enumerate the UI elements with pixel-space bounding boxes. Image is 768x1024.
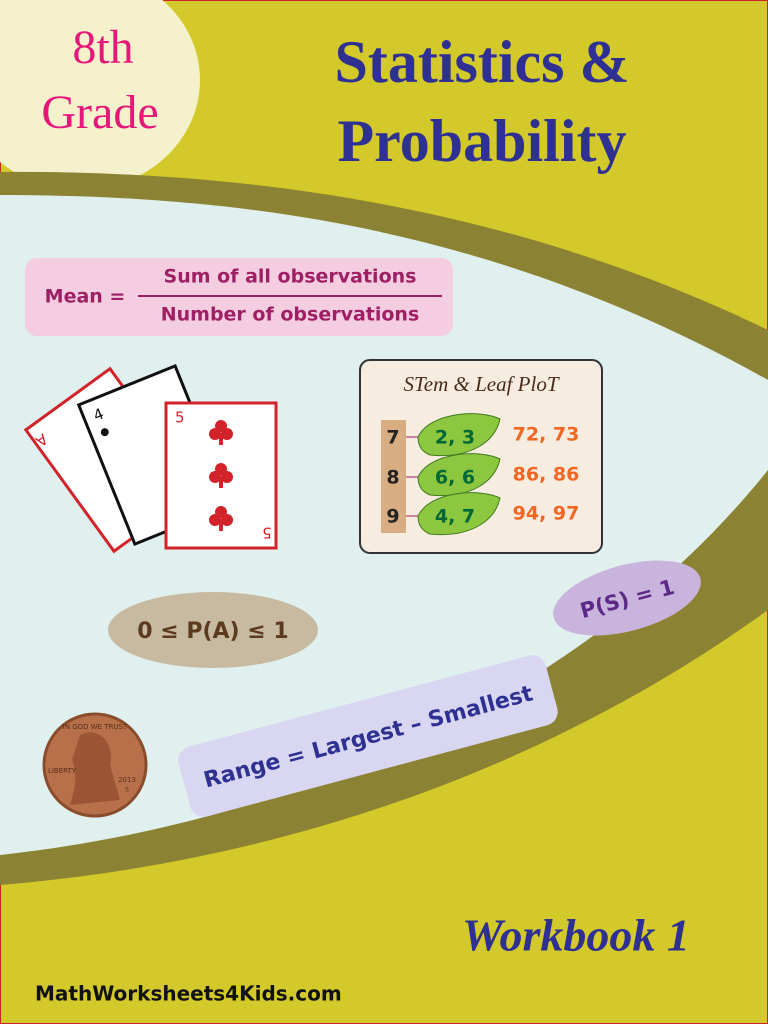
penny-mint: S xyxy=(125,787,129,794)
shape xyxy=(209,471,221,483)
probability-range: 0 ≤ P(A) ≤ 1 xyxy=(137,619,288,644)
club-icons xyxy=(209,420,233,531)
probability-bubble xyxy=(108,592,318,668)
sample-space-bubble: P(S) = 1 xyxy=(553,560,701,636)
website: MathWorksheets4Kids.com xyxy=(35,982,342,1006)
shape xyxy=(219,476,223,488)
numerator: Sum of all observations xyxy=(164,266,417,288)
penny-year: 2013 xyxy=(118,776,136,784)
leaves: 4, 7 xyxy=(435,506,475,528)
data-values: 72, 73 xyxy=(513,424,580,446)
club-icon xyxy=(100,428,109,437)
leaf xyxy=(417,492,501,536)
stem-leaf-title: STem & Leaf PloT xyxy=(404,372,560,396)
leaf xyxy=(417,413,501,457)
stem: 8 xyxy=(386,467,399,489)
mean-label: Mean = xyxy=(45,286,126,308)
grade-badge xyxy=(0,0,200,190)
shape xyxy=(221,428,233,440)
title-line: Statistics & xyxy=(335,29,630,95)
stem: 9 xyxy=(386,506,399,528)
leaf xyxy=(417,453,501,497)
leaves: 2, 3 xyxy=(435,427,475,449)
shape xyxy=(219,519,223,531)
denominator: Number of observations xyxy=(161,304,420,326)
bubble xyxy=(553,560,701,636)
bubble xyxy=(178,655,558,817)
penny-portrait xyxy=(70,732,120,805)
penny-motto: IN GOD WE TRUST xyxy=(63,723,128,731)
shape xyxy=(219,433,223,445)
grade-word: Grade xyxy=(41,86,158,139)
shape xyxy=(221,471,233,483)
grade-number: 8th xyxy=(72,21,133,74)
stem-leaf-rows: 7 2, 3 72, 73 8 6, 6 86, 86 9 4, 7 94, 97 xyxy=(386,413,580,536)
leaves: 6, 6 xyxy=(435,467,475,489)
card: 5 5 xyxy=(164,401,278,550)
data-values: 94, 97 xyxy=(513,503,580,525)
penny-liberty: LIBERTY xyxy=(48,767,77,775)
shape xyxy=(221,514,233,526)
shape xyxy=(209,514,221,526)
data-values: 86, 86 xyxy=(513,464,580,486)
card-rank: 5 xyxy=(262,524,272,542)
stem: 7 xyxy=(386,427,399,449)
title-line: Probability xyxy=(338,108,627,174)
shape xyxy=(209,428,221,440)
workbook-label: Workbook 1 xyxy=(462,910,690,961)
stem-column xyxy=(381,420,406,533)
card-rank: 5 xyxy=(175,409,185,427)
